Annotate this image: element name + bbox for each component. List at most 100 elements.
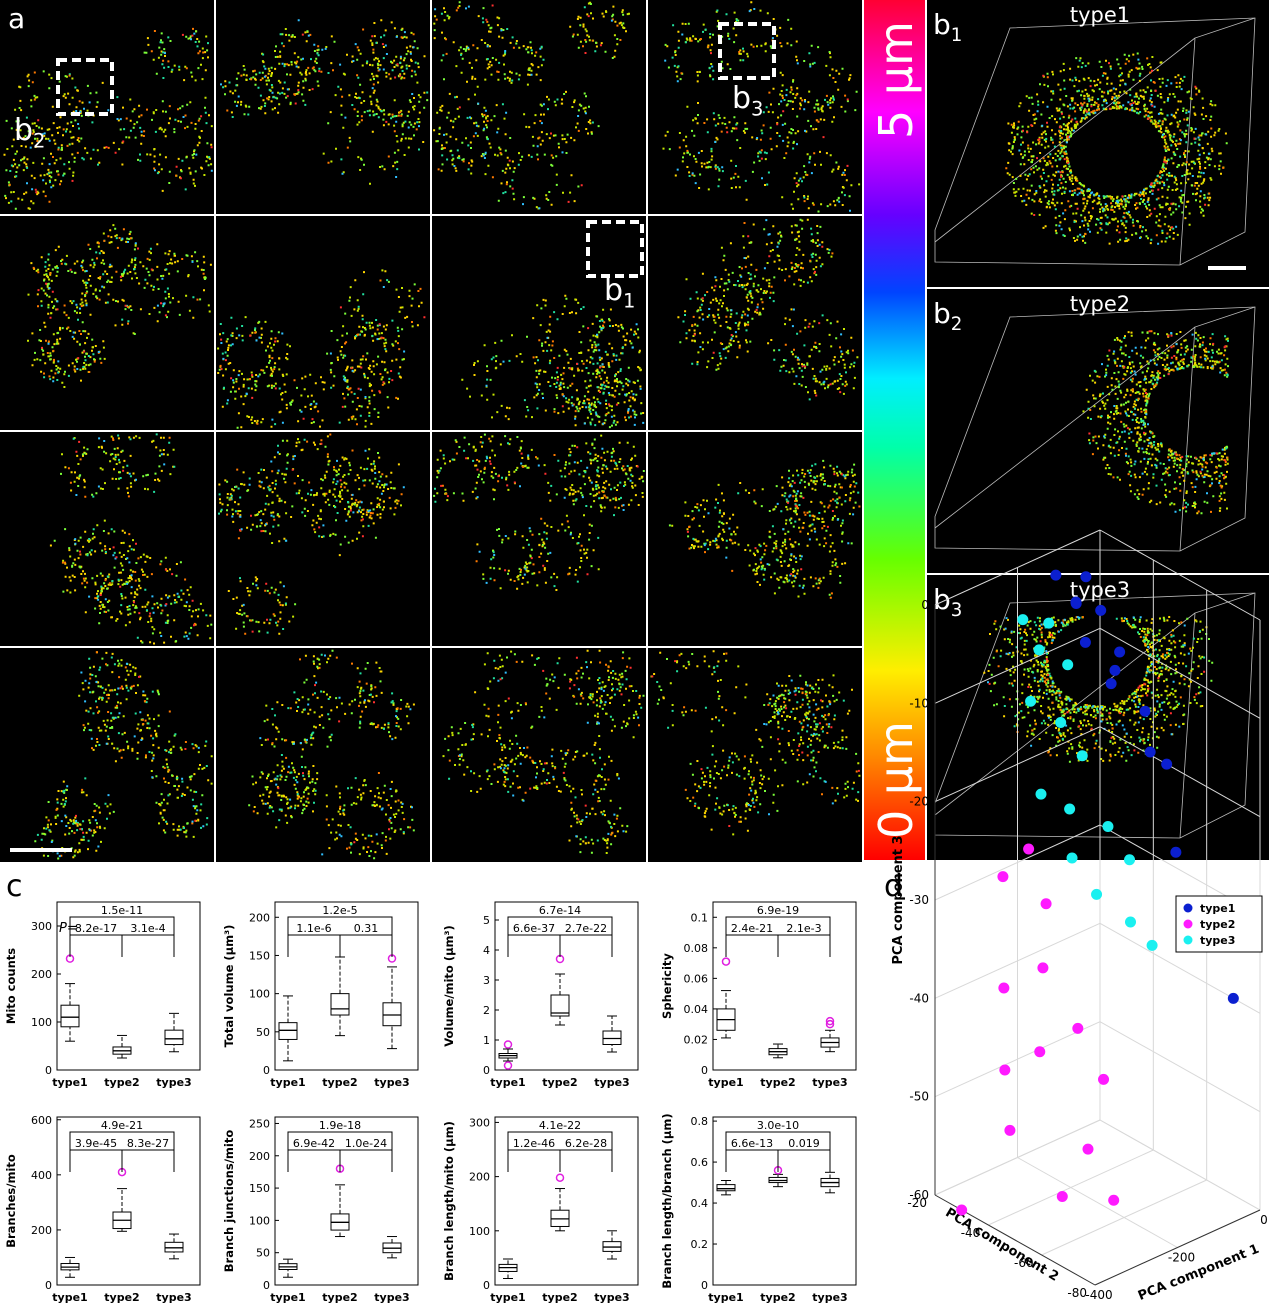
label-subscript: 1 <box>623 290 635 313</box>
scatter-point <box>1170 846 1182 858</box>
x-tick-label: type1 <box>52 1076 87 1089</box>
plot-frame <box>712 901 857 1071</box>
scatter-point <box>1095 604 1107 616</box>
x-tick-label: type1 <box>270 1076 305 1089</box>
panel-label: c <box>6 869 23 904</box>
z-tick-label: -20 <box>909 795 929 809</box>
significance-bracket <box>507 1131 613 1150</box>
y-tick-label: 50 <box>256 1026 270 1039</box>
microscopy-tile <box>432 648 646 862</box>
mito-dots <box>662 9 861 210</box>
mito-dots <box>686 473 844 576</box>
y-tick-label: -80 <box>1067 1286 1087 1300</box>
microscopy-tile <box>0 432 214 646</box>
microscopy-tile <box>432 432 646 646</box>
mito-dots <box>434 441 633 588</box>
significance-bracket <box>287 934 393 957</box>
y-tick-label: 0 <box>701 1064 708 1077</box>
x-tick-label: type2 <box>104 1291 139 1304</box>
significance-bracket <box>69 1149 175 1172</box>
y-tick-label: 0 <box>483 1064 490 1077</box>
scatter-point <box>1082 1143 1094 1155</box>
x-tick-label: type2 <box>322 1291 357 1304</box>
y-tick-label: 5 <box>483 914 490 927</box>
label-letter: b <box>933 8 951 41</box>
p-value: 0.31 <box>354 922 379 935</box>
p-value: 4.9e-21 <box>101 1119 143 1132</box>
outlier <box>503 1061 513 1070</box>
x-tick-label: -400 <box>1085 1288 1112 1302</box>
scatter-point <box>1035 788 1047 800</box>
box <box>164 1029 184 1046</box>
microscopy-tile <box>216 432 430 646</box>
render-title: type2 <box>1070 292 1130 316</box>
legend-label: type3 <box>1200 934 1235 947</box>
inset-label: b2 <box>14 113 45 153</box>
y-tick-label: 400 <box>31 1169 52 1182</box>
y-tick-label: 200 <box>249 1150 270 1163</box>
scatter-point <box>956 1204 968 1216</box>
y-axis-label: Mito counts <box>4 948 18 1024</box>
x-tick-label: type3 <box>812 1076 847 1089</box>
grid-line <box>934 627 1101 704</box>
scatter-point <box>1040 898 1052 910</box>
y-tick-label: 100 <box>249 988 270 1001</box>
p-value: 8.2e-17 <box>75 922 117 935</box>
x-tick-label: type3 <box>812 1291 847 1304</box>
p-value: 6.2e-28 <box>565 1137 607 1150</box>
label-subscript: 1 <box>951 25 963 46</box>
mito-dots <box>682 227 856 401</box>
y-tick-label: -40 <box>961 1226 981 1240</box>
y-tick-label: 0.04 <box>684 1003 709 1016</box>
grid-line <box>934 824 1101 901</box>
scatter-point <box>998 982 1010 994</box>
box <box>60 1004 80 1028</box>
scatter-point <box>1064 803 1076 815</box>
outlier <box>503 1040 513 1049</box>
significance-bracket <box>507 934 613 957</box>
y-axis-label: Sphericity <box>660 953 674 1019</box>
p-value: 4.1e-22 <box>539 1119 581 1132</box>
mito-dots <box>1008 56 1225 243</box>
box <box>602 1030 622 1045</box>
y-tick-label: 100 <box>31 1016 52 1029</box>
microscopy-tile <box>216 0 430 214</box>
y-tick-label: 200 <box>249 911 270 924</box>
y-axis-label: Branch junctions/mito <box>222 1130 236 1273</box>
x-tick-label: type1 <box>708 1076 743 1089</box>
y-tick-label: 0.06 <box>684 972 709 985</box>
plot-frame <box>56 901 201 1071</box>
p-value: 2.4e-21 <box>731 922 773 935</box>
plot-frame <box>274 901 419 1071</box>
z-tick-label: -40 <box>909 991 929 1005</box>
outlier <box>825 1019 835 1029</box>
scatter-point <box>1062 659 1074 671</box>
y-tick-label: 2 <box>483 1004 490 1017</box>
grid-line <box>934 529 1101 606</box>
x-tick-label: type1 <box>708 1291 743 1304</box>
y-tick-label: 0.1 <box>691 911 709 924</box>
mito-dots <box>692 463 860 587</box>
y-tick-label: -20 <box>907 1196 927 1210</box>
p-value: 8.3e-27 <box>127 1137 169 1150</box>
grid-line <box>1099 726 1261 818</box>
scatter-point <box>1108 1194 1120 1206</box>
grid-line <box>1099 627 1261 719</box>
panel-label: a <box>8 2 25 35</box>
scatter-point <box>1098 1073 1110 1085</box>
scatter-point <box>1102 820 1114 832</box>
label-subscript: 2 <box>33 130 45 153</box>
y-tick-label: 50 <box>256 1247 270 1260</box>
mito-dots <box>61 435 212 643</box>
x-tick-label: type1 <box>490 1291 525 1304</box>
scatter-point <box>1055 717 1067 728</box>
significance-bracket <box>287 916 393 935</box>
z-tick-label: -30 <box>909 893 929 907</box>
scatter-point <box>1146 939 1158 951</box>
mito-dots <box>664 1 852 210</box>
scatter-point <box>1080 571 1092 583</box>
scatter-point <box>1070 596 1082 608</box>
scatter-point <box>1034 1046 1046 1058</box>
microscopy-tile <box>648 0 862 214</box>
